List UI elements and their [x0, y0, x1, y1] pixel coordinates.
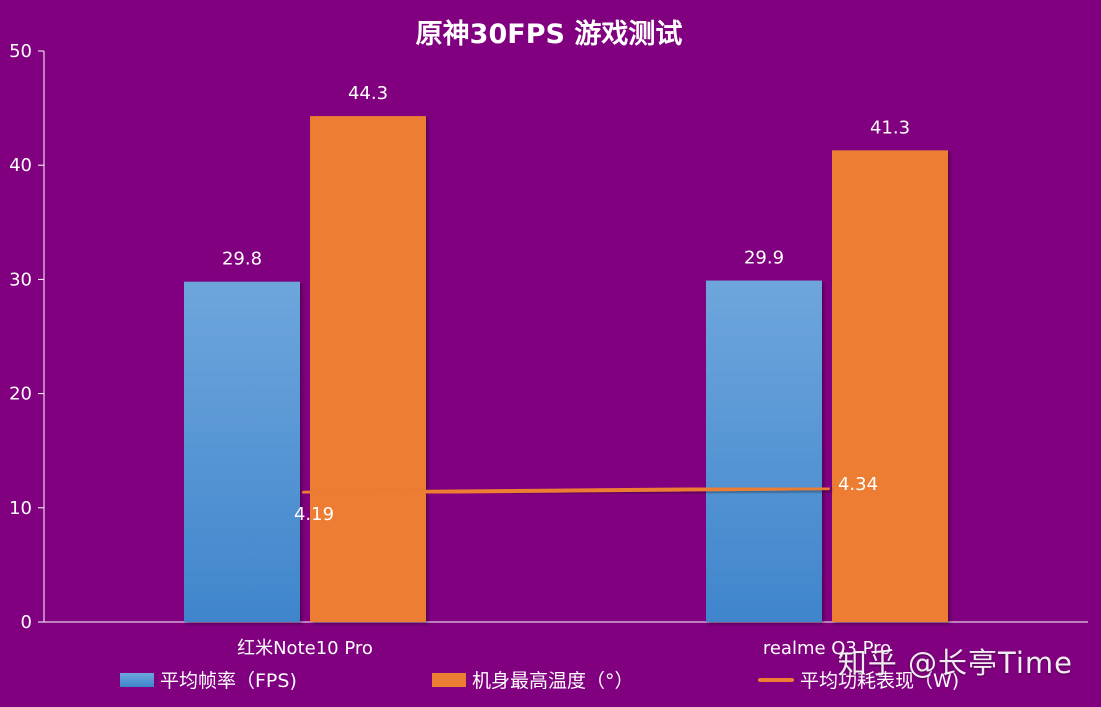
- bar-temp: [832, 150, 948, 622]
- power-line-segment: [302, 486, 830, 495]
- y-tick-label: 20: [9, 384, 32, 405]
- legend-item-temp: 机身最高温度（°）: [432, 666, 634, 693]
- power-line: [302, 486, 830, 495]
- legend-item-power: 平均功耗表现（W): [758, 666, 959, 693]
- y-tick-label: 50: [9, 41, 32, 62]
- data-label-power: 4.34: [838, 474, 878, 495]
- data-label-temp: 41.3: [870, 117, 910, 138]
- x-tick-label: 红米Note10 Pro: [237, 638, 373, 659]
- y-tick-label: 40: [9, 155, 32, 176]
- x-tick-label: realme Q3 Pro: [763, 638, 891, 659]
- legend-swatch-fps: [120, 672, 154, 687]
- data-label-power: 4.19: [294, 504, 334, 525]
- data-label-fps: 29.8: [222, 249, 262, 270]
- data-labels: 29.8 44.3 29.9 41.3 4.19 4.34: [222, 83, 910, 525]
- legend-swatch-temp: [432, 672, 466, 687]
- bar-fps: [184, 281, 300, 622]
- legend-label-temp: 机身最高温度（°）: [472, 670, 634, 692]
- y-tick-label: 10: [9, 498, 32, 519]
- bar-temp: [310, 116, 426, 623]
- data-label-fps: 29.9: [744, 248, 784, 269]
- legend-label-power: 平均功耗表现（W): [800, 670, 960, 692]
- y-tick-label: 0: [21, 612, 32, 633]
- bars: [184, 116, 948, 623]
- data-label-temp: 44.3: [348, 83, 388, 104]
- legend: 平均帧率（FPS) 机身最高温度（°） 平均功耗表现（W): [0, 666, 1101, 692]
- watermark: 知乎 @长亭Time: [837, 646, 1073, 680]
- legend-swatch-power: [758, 677, 794, 682]
- legend-item-fps: 平均帧率（FPS): [120, 666, 297, 693]
- bar-fps: [706, 280, 822, 622]
- legend-label-fps: 平均帧率（FPS): [160, 670, 297, 692]
- chart-title: 原神30FPS 游戏测试: [416, 19, 683, 50]
- y-tick-label: 30: [9, 269, 32, 290]
